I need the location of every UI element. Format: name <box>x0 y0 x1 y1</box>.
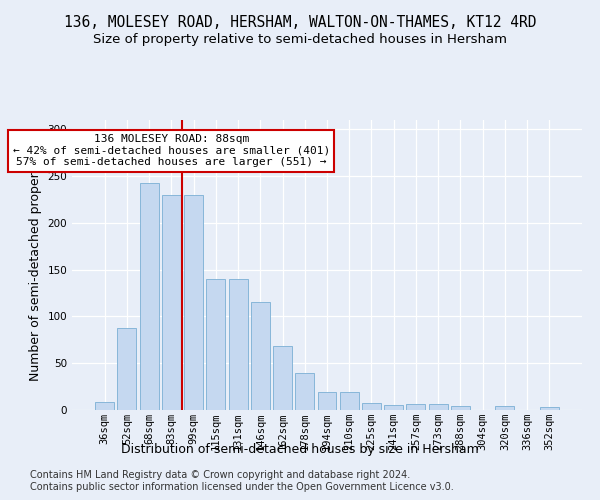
Bar <box>118 328 136 410</box>
Bar <box>273 346 292 410</box>
Bar <box>184 195 203 410</box>
Bar <box>229 279 248 410</box>
Text: Contains HM Land Registry data © Crown copyright and database right 2024.: Contains HM Land Registry data © Crown c… <box>30 470 410 480</box>
Bar <box>362 404 381 410</box>
Text: Size of property relative to semi-detached houses in Hersham: Size of property relative to semi-detach… <box>93 32 507 46</box>
Bar <box>496 406 514 410</box>
Bar <box>317 392 337 410</box>
Text: Contains public sector information licensed under the Open Government Licence v3: Contains public sector information licen… <box>30 482 454 492</box>
Bar <box>451 406 470 410</box>
Bar <box>251 302 270 410</box>
Bar <box>95 402 114 410</box>
Bar <box>540 407 559 410</box>
Bar <box>340 392 359 410</box>
Bar <box>384 406 403 410</box>
Bar <box>429 404 448 410</box>
Text: 136 MOLESEY ROAD: 88sqm
← 42% of semi-detached houses are smaller (401)
57% of s: 136 MOLESEY ROAD: 88sqm ← 42% of semi-de… <box>13 134 330 167</box>
Bar <box>140 182 158 410</box>
Text: Distribution of semi-detached houses by size in Hersham: Distribution of semi-detached houses by … <box>121 442 479 456</box>
Y-axis label: Number of semi-detached properties: Number of semi-detached properties <box>29 150 42 380</box>
Bar <box>206 279 225 410</box>
Text: 136, MOLESEY ROAD, HERSHAM, WALTON-ON-THAMES, KT12 4RD: 136, MOLESEY ROAD, HERSHAM, WALTON-ON-TH… <box>64 15 536 30</box>
Bar <box>162 195 181 410</box>
Bar <box>406 404 425 410</box>
Bar <box>295 372 314 410</box>
